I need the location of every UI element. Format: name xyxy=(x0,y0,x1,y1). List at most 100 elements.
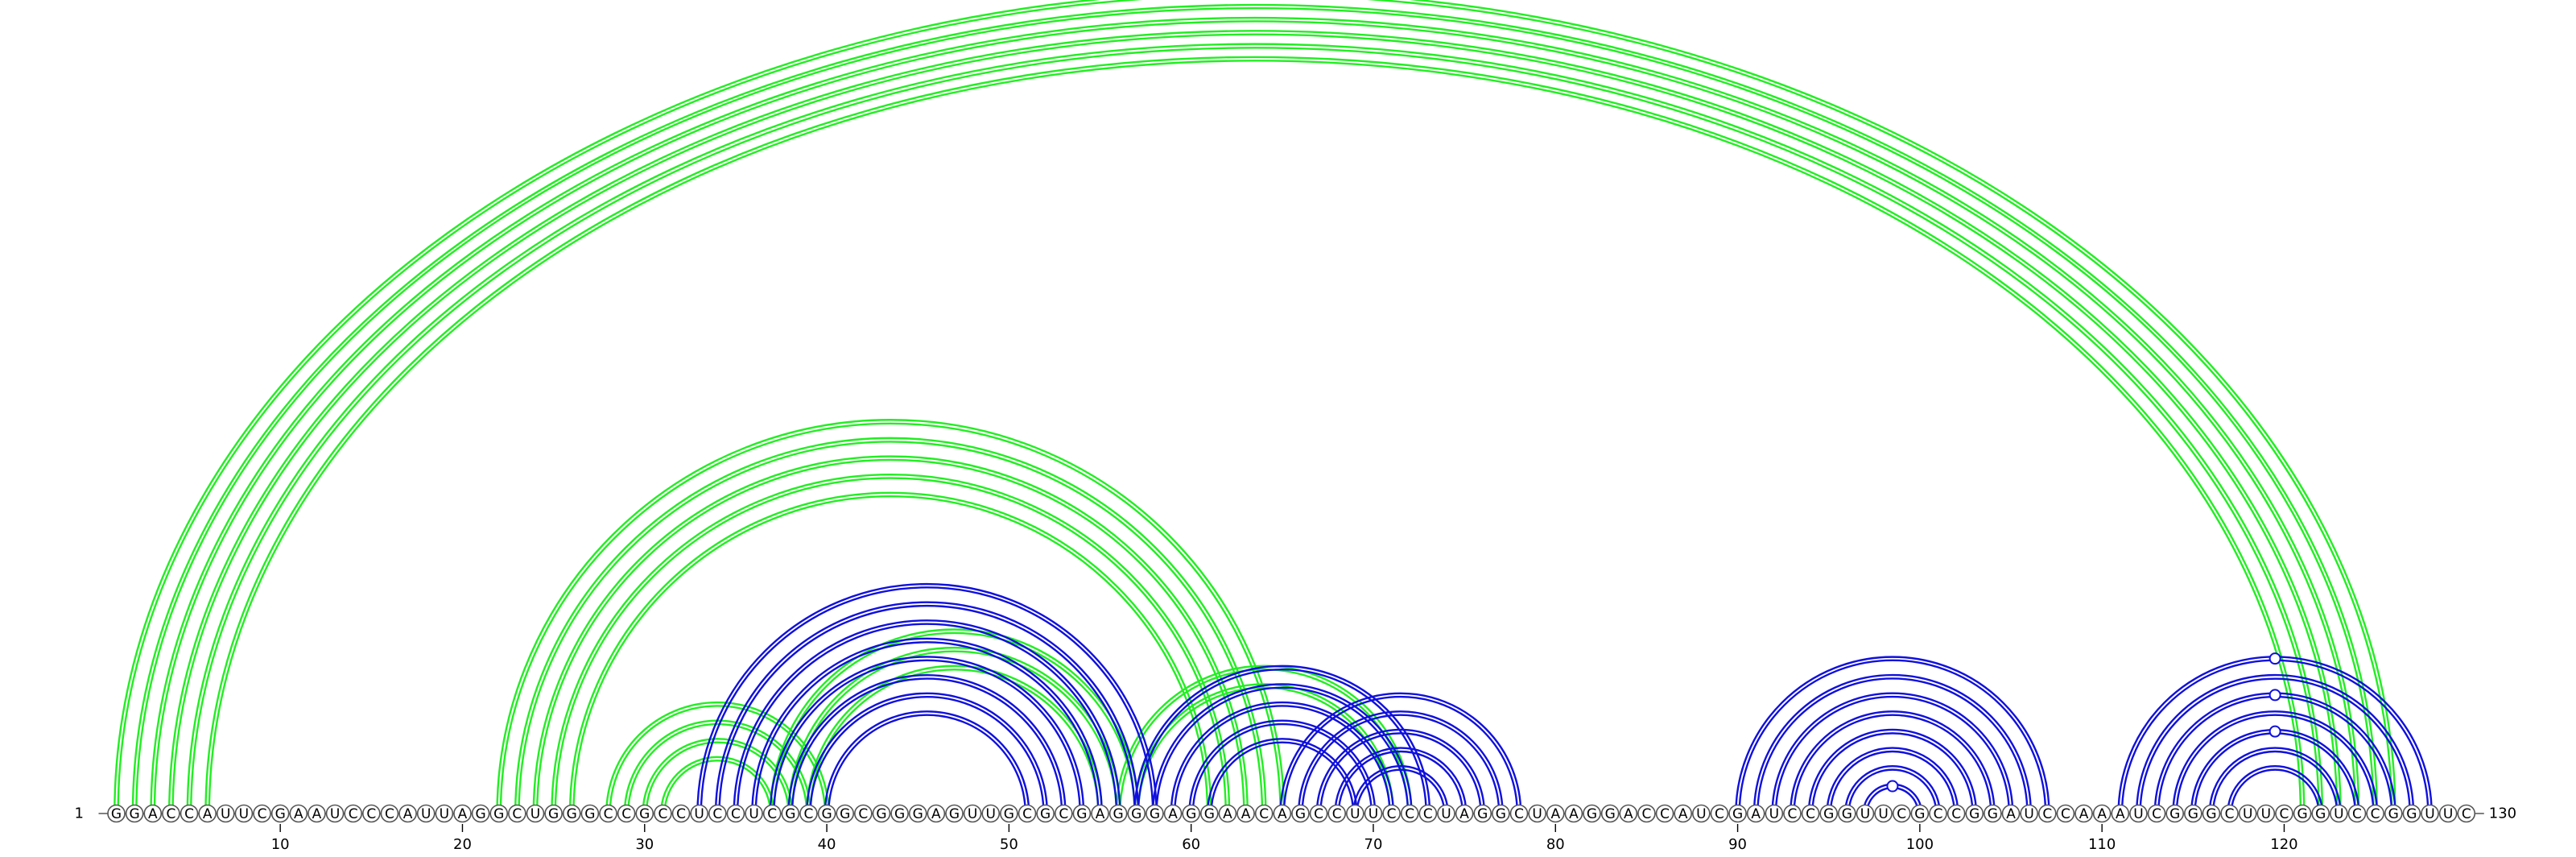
nucleotide: C xyxy=(1382,804,1401,823)
blue-arc-marker xyxy=(2268,725,2281,738)
nucleotide-letter: C xyxy=(366,806,376,822)
nucleotide-circle xyxy=(1146,804,1164,823)
nucleotide: G xyxy=(1146,804,1164,823)
nucleotide-circle xyxy=(2438,804,2458,823)
nucleotide: C xyxy=(617,804,636,823)
nucleotide-circle xyxy=(125,804,144,823)
green-arc xyxy=(1115,664,1413,814)
blue-arc xyxy=(1282,695,1519,814)
nucleotide: G xyxy=(2293,804,2312,823)
nucleotide-circle xyxy=(1218,804,1237,823)
green-arc xyxy=(787,647,1121,814)
nucleotide: C xyxy=(1946,804,1966,823)
nucleotide-circle xyxy=(1783,804,1802,823)
nucleotide: A xyxy=(927,804,946,823)
nucleotide-letter: G xyxy=(2188,806,2198,822)
nucleotide-circle xyxy=(1163,804,1183,823)
nucleotide: A xyxy=(398,804,417,823)
nucleotide-circle xyxy=(1036,804,1055,823)
nucleotide: A xyxy=(1091,804,1109,823)
nucleotide-circle xyxy=(2275,804,2293,823)
nucleotide-circle xyxy=(325,804,345,823)
nucleotide-circle xyxy=(253,804,271,823)
nucleotide-circle xyxy=(1072,804,1092,823)
blue-arc xyxy=(1279,692,1522,814)
nucleotide-letter: C xyxy=(1788,806,1798,822)
nucleotide-letter: G xyxy=(785,806,795,822)
nucleotide-letter: G xyxy=(1587,806,1597,822)
nucleotide-circle xyxy=(1655,804,1674,823)
nucleotide-letter: G xyxy=(275,806,286,822)
nucleotide: C xyxy=(162,804,180,823)
nucleotide: U xyxy=(1765,804,1784,823)
nucleotide: A xyxy=(1564,804,1583,823)
nucleotide-circle xyxy=(2111,804,2130,823)
nucleotide: C xyxy=(1418,804,1438,823)
nucleotide-letter: U xyxy=(694,806,704,822)
nucleotide: C xyxy=(508,804,526,823)
nucleotide: G xyxy=(635,804,654,823)
nucleotide-letter: U xyxy=(2133,806,2143,822)
nucleotide-circle xyxy=(1984,804,2002,823)
nucleotide-circle xyxy=(1528,804,1546,823)
nucleotide: U xyxy=(1856,804,1875,823)
nucleotide-letter: G xyxy=(1988,806,1998,822)
nucleotide: G xyxy=(2384,804,2403,823)
nucleotide: G xyxy=(471,804,490,823)
nucleotide-circle xyxy=(198,804,217,823)
tick-label: 90 xyxy=(1728,836,1747,853)
nucleotide: G xyxy=(580,804,600,823)
nucleotide-circle xyxy=(2074,804,2093,823)
green-arc xyxy=(514,437,1267,814)
nucleotide: C xyxy=(1400,804,1419,823)
nucleotide: G xyxy=(1819,804,1839,823)
nucleotide-circle xyxy=(617,804,636,823)
nucleotide: G xyxy=(1600,804,1620,823)
nucleotide-letter: G xyxy=(130,806,140,822)
nucleotide: A xyxy=(289,804,308,823)
nucleotide-circle xyxy=(1108,804,1128,823)
nucleotide: G xyxy=(1182,804,1200,823)
nucleotide: G xyxy=(544,804,563,823)
nucleotide: A xyxy=(453,804,472,823)
blue-arc xyxy=(1133,664,1431,814)
nucleotide-circle xyxy=(1965,804,1984,823)
green-arc xyxy=(663,760,772,814)
nucleotide-letter: C xyxy=(731,806,741,822)
nucleotide-circle xyxy=(1473,804,1492,823)
nucleotide-letter: C xyxy=(1059,806,1068,822)
green-arc xyxy=(205,57,2304,814)
nucleotide-letter: C xyxy=(658,806,667,822)
nucleotide-letter: G xyxy=(1076,806,1087,822)
nucleotide-letter: G xyxy=(493,806,504,822)
nucleotide-circle xyxy=(963,804,982,823)
nucleotide: U xyxy=(325,804,345,823)
green-arc xyxy=(623,719,811,814)
nucleotide: A xyxy=(308,804,326,823)
nucleotide-circle xyxy=(1182,804,1200,823)
nucleotide-letter: C xyxy=(1259,806,1269,822)
nucleotide-letter: C xyxy=(2462,806,2471,822)
nucleotide: A xyxy=(143,804,163,823)
nucleotide-circle xyxy=(1455,804,1474,823)
nucleotide-letter: G xyxy=(1204,806,1215,822)
nucleotide-circle xyxy=(1600,804,1620,823)
nucleotide-circle xyxy=(799,804,818,823)
nucleotide-circle xyxy=(1000,804,1018,823)
nucleotide-circle xyxy=(362,804,381,823)
green-arc xyxy=(136,8,2373,814)
nucleotide-letter: U xyxy=(1860,806,1870,822)
nucleotide-letter: A xyxy=(458,806,468,822)
blue-arc xyxy=(1807,728,1978,814)
nucleotide: G xyxy=(1291,804,1310,823)
blue-arc xyxy=(2175,714,2375,814)
nucleotide-letter: A xyxy=(148,806,158,822)
nucleotide-letter: U xyxy=(2425,806,2434,822)
nucleotide-letter: G xyxy=(2388,806,2399,822)
nucleotide-circle xyxy=(1018,804,1037,823)
nucleotide: G xyxy=(1910,804,1930,823)
nucleotide-letter: U xyxy=(2261,806,2271,822)
sequence-start-label: 1 xyxy=(75,805,84,822)
nucleotide: G xyxy=(1200,804,1219,823)
nucleotide-circle xyxy=(1291,804,1310,823)
